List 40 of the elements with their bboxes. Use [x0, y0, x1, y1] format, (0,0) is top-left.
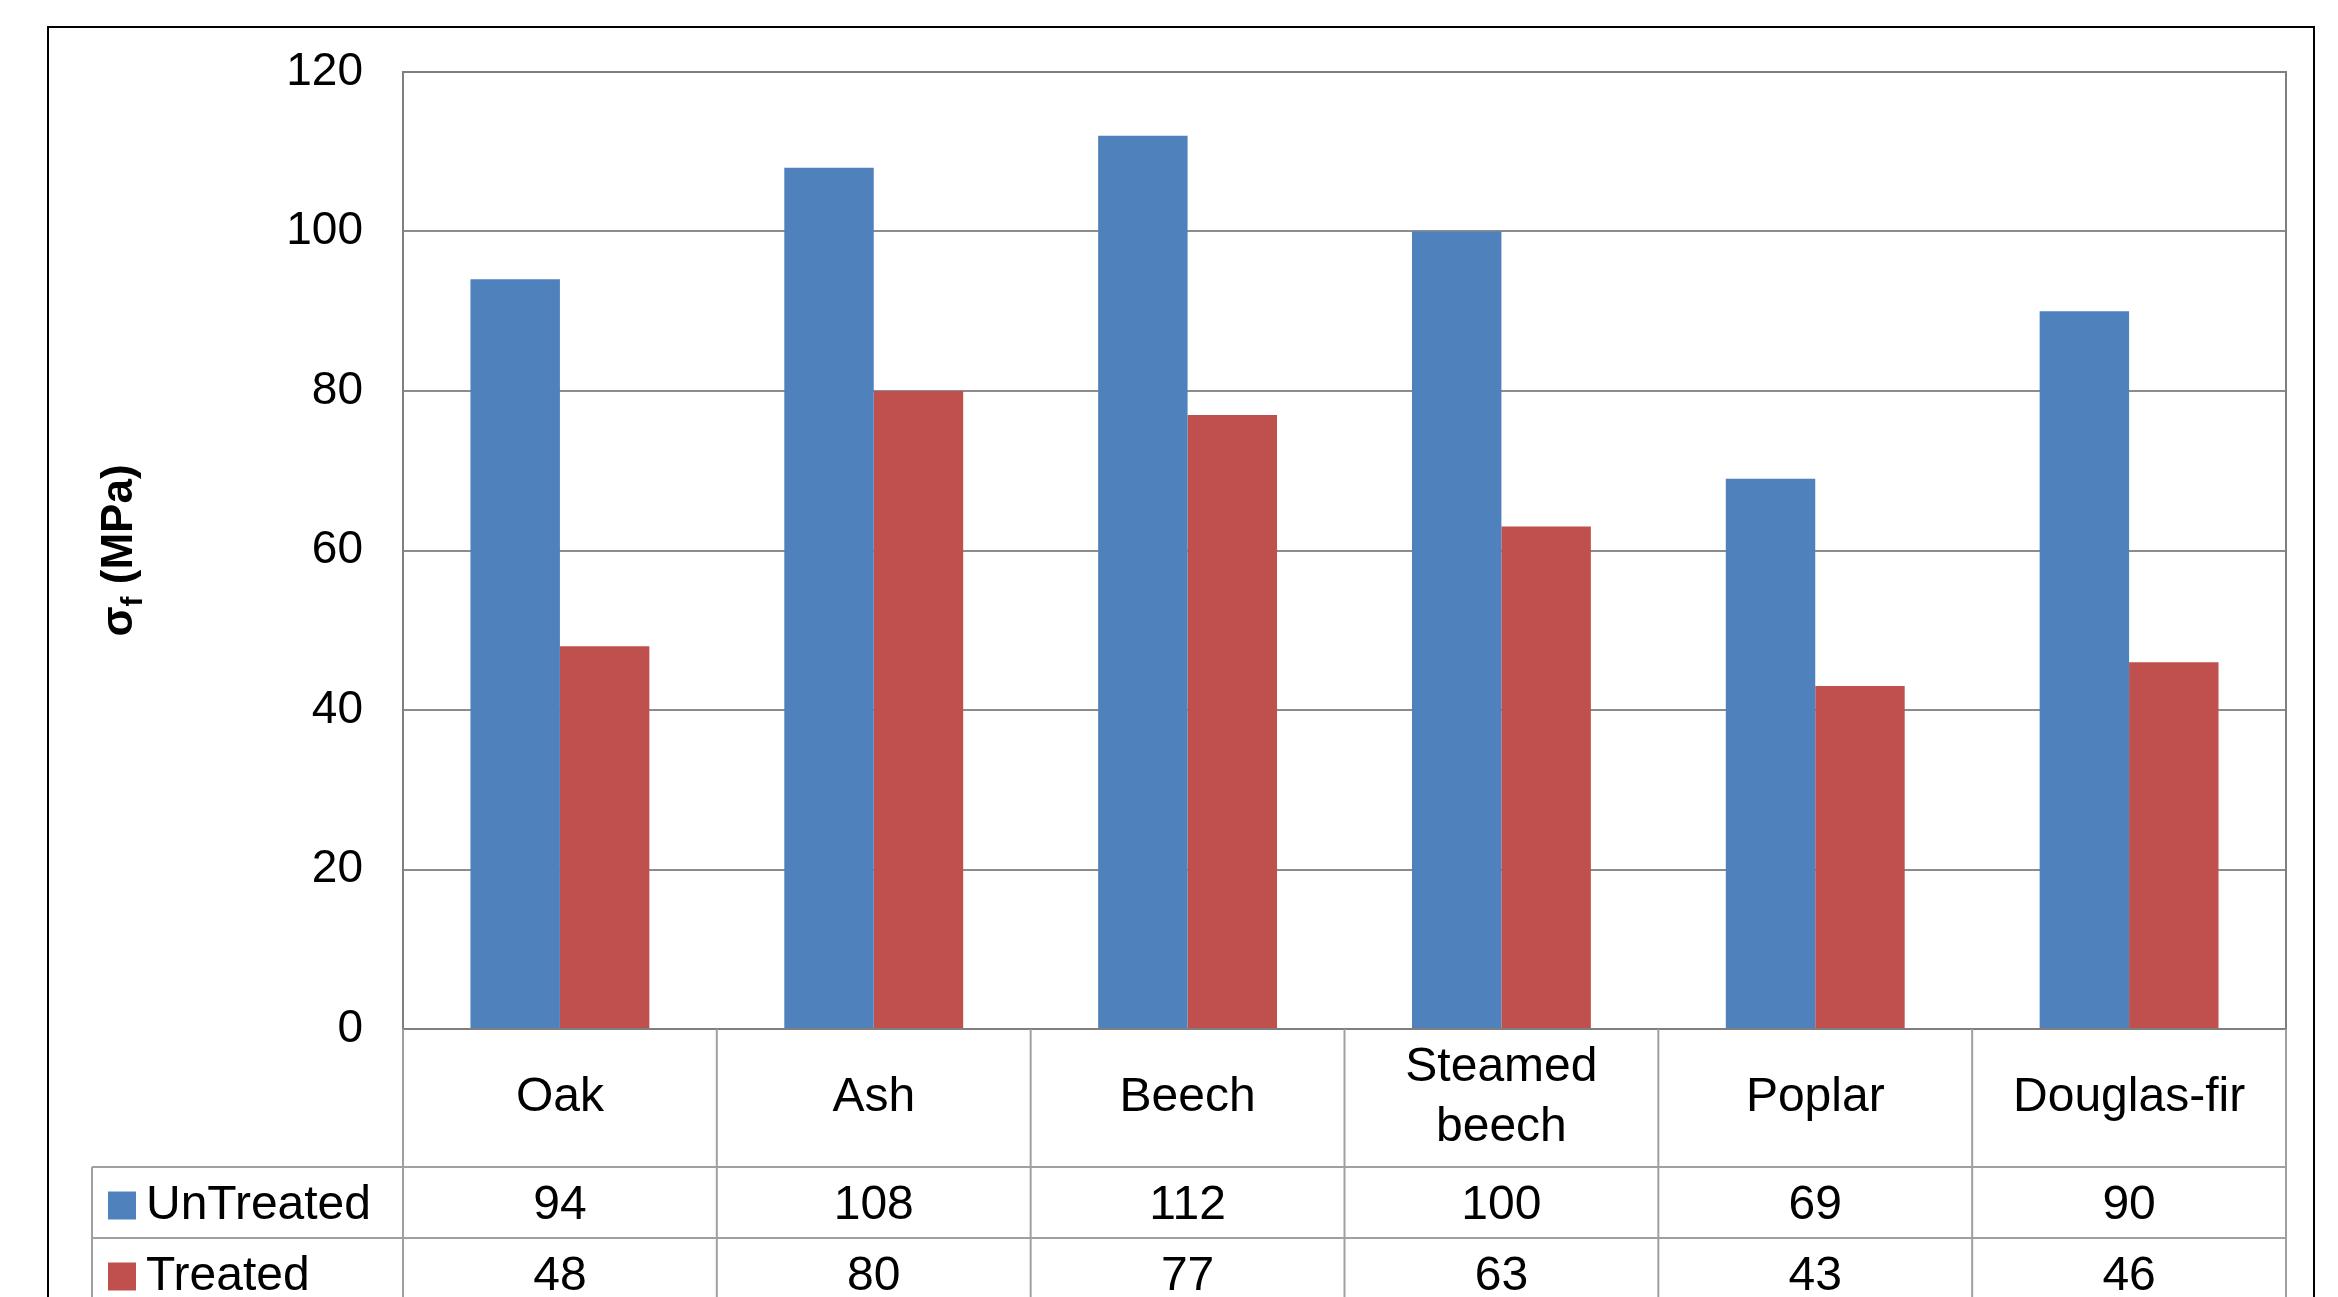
bar: [1725, 478, 1816, 1028]
data-label: 90: [2102, 1175, 2156, 1229]
y-tick-label: 100: [286, 202, 363, 255]
legend-label: UnTreated: [146, 1175, 371, 1229]
y-tick-label: 40: [311, 680, 363, 733]
data-label: 108: [833, 1175, 914, 1229]
bar: [1815, 686, 1905, 1028]
y-tick-label: 60: [311, 521, 363, 574]
x-tick-label: Poplar: [1745, 1068, 1885, 1122]
bar: [2039, 311, 2130, 1028]
data-label: 100: [1461, 1175, 1542, 1229]
data-label: 77: [1160, 1246, 1215, 1297]
bar: [1501, 526, 1591, 1028]
bar: [559, 646, 650, 1028]
bar: [873, 391, 964, 1028]
y-tick-label: 80: [311, 361, 363, 414]
data-label: 43: [1788, 1246, 1842, 1297]
legend-label: Treated: [146, 1246, 310, 1297]
data-label: 80: [847, 1246, 901, 1297]
bar: [1187, 414, 1278, 1028]
data-label: 69: [1788, 1175, 1842, 1229]
data-label: 94: [533, 1175, 587, 1229]
bar: [1411, 231, 1502, 1028]
bar: [470, 279, 560, 1028]
data-label: 63: [1474, 1246, 1529, 1297]
bar: [1098, 135, 1188, 1028]
y-tick-label: 20: [311, 840, 363, 893]
x-tick-label: Douglas-fir: [2013, 1068, 2246, 1122]
bar: [784, 167, 874, 1028]
y-tick-label: 0: [337, 999, 363, 1052]
data-label: 112: [1149, 1175, 1226, 1229]
data-label: 46: [2102, 1246, 2156, 1297]
x-tick-label: Steamed beech: [1405, 1038, 1598, 1152]
y-tick-label: 120: [286, 42, 363, 95]
bar: [2129, 662, 2219, 1028]
x-tick-label: Ash: [832, 1068, 916, 1122]
x-tick-label: Oak: [515, 1068, 605, 1122]
x-tick-label: Beech: [1119, 1068, 1256, 1122]
y-axis-title: σf (MPa): [92, 464, 149, 637]
data-label: 48: [533, 1246, 587, 1297]
